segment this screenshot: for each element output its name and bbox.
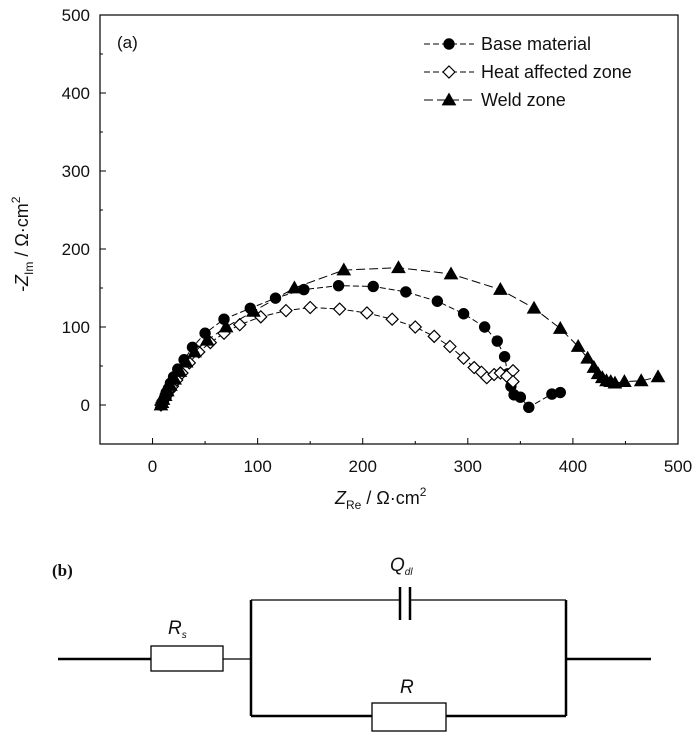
- data-point: [279, 303, 293, 318]
- data-point: [427, 329, 442, 344]
- data-point: [431, 295, 444, 307]
- panel-b-label: (b): [52, 561, 73, 580]
- x-tick-label: 0: [148, 457, 157, 476]
- x-tick-label: 100: [243, 457, 271, 476]
- data-point: [360, 306, 374, 320]
- data-point: [514, 391, 527, 403]
- data-point: [580, 350, 595, 364]
- x-tick-label: 400: [559, 457, 587, 476]
- x-tick-label: 500: [664, 457, 692, 476]
- data-point: [269, 292, 282, 304]
- data-point: [552, 321, 568, 334]
- x-axis-ticks: 0 100 200 300 400 500: [99, 438, 692, 476]
- data-point: [178, 354, 194, 368]
- equivalent-circuit: (b) Rs Qdl R: [52, 555, 651, 732]
- data-point: [172, 363, 188, 377]
- data-point: [491, 335, 503, 347]
- rs-label: Rs: [168, 618, 187, 641]
- rs-label-sub: s: [182, 630, 187, 641]
- legend-marker: [443, 38, 455, 50]
- plot-frame: [99, 14, 679, 445]
- data-point: [199, 332, 215, 346]
- data-point: [232, 317, 247, 332]
- series-line: [160, 285, 561, 408]
- legend-label: Base material: [481, 34, 591, 54]
- x-axis-label: ZRe / Ω·cm2: [334, 485, 427, 512]
- legend-marker: [441, 92, 457, 106]
- data-point: [457, 308, 470, 320]
- data-point: [246, 303, 261, 317]
- data-point: [554, 386, 566, 399]
- data-point: [336, 262, 352, 276]
- data-point: [633, 373, 649, 387]
- data-point: [443, 339, 457, 354]
- data-point: [287, 280, 302, 294]
- resistor-rct: [371, 702, 447, 732]
- y-tick-label: 400: [62, 84, 90, 103]
- rct-label-main: R: [400, 677, 414, 698]
- cpe-label: Qdl: [390, 555, 413, 578]
- data-point: [443, 266, 459, 280]
- y-tick-label: 200: [62, 240, 90, 259]
- data-point: [187, 344, 202, 358]
- legend-label: Weld zone: [481, 90, 566, 110]
- cpe-label-main: Q: [390, 555, 405, 576]
- y-axis-ticks: 0 100 200 300 400 500: [62, 6, 106, 445]
- y-tick-label: 500: [62, 6, 90, 25]
- y-axis-label: -ZIm / Ω·cm2: [9, 196, 36, 292]
- data-point: [367, 280, 379, 293]
- y-axis-label-main: -Z: [12, 274, 32, 292]
- data-point: [523, 401, 535, 414]
- y-tick-label: 300: [62, 162, 90, 181]
- x-axis-label-main: Z: [334, 488, 347, 508]
- data-point: [617, 374, 632, 387]
- data-point: [570, 338, 586, 352]
- impedance-plot: 0 100 200 300 400 500 0 100 200 300 400 500 (a) Ba…: [9, 6, 692, 512]
- resistor-rs: [150, 645, 224, 672]
- series-layer: [153, 260, 666, 414]
- panel-a-label: (a): [117, 33, 138, 52]
- y-tick-label: 100: [62, 318, 90, 337]
- y-axis-label-sub: Im: [22, 262, 36, 275]
- legend-marker: [442, 65, 456, 79]
- data-point: [498, 350, 511, 363]
- data-point: [303, 300, 318, 315]
- data-point: [456, 351, 471, 366]
- data-point: [526, 300, 542, 314]
- data-point: [167, 371, 182, 385]
- data-point: [218, 319, 234, 333]
- data-point: [493, 282, 508, 295]
- x-axis-label-sub: Re: [346, 498, 362, 512]
- x-axis-label-unit: / Ω·cm: [361, 488, 419, 508]
- rs-label-main: R: [168, 618, 182, 639]
- rct-label: R: [400, 677, 414, 698]
- legend-label: Heat affected zone: [481, 62, 632, 82]
- y-axis-label-unit: / Ω·cm: [12, 203, 32, 261]
- series-triangle-filled: [153, 260, 666, 411]
- x-tick-label: 300: [454, 457, 482, 476]
- data-point: [332, 302, 347, 316]
- legend: Base material Heat affected zone Weld zone: [424, 34, 632, 110]
- data-point: [163, 377, 178, 391]
- data-point: [332, 279, 345, 292]
- y-tick-label: 0: [81, 396, 90, 415]
- y-axis-label-sup: 2: [9, 196, 23, 203]
- x-axis-label-sup: 2: [420, 485, 427, 499]
- data-point: [650, 369, 666, 383]
- data-point: [478, 321, 491, 333]
- data-point: [408, 320, 423, 334]
- data-point: [391, 260, 406, 274]
- x-tick-label: 200: [349, 457, 377, 476]
- data-point: [385, 312, 400, 327]
- cpe-label-sub: dl: [405, 567, 414, 578]
- series-circle-filled: [155, 279, 566, 414]
- data-point: [506, 374, 520, 389]
- data-point: [400, 286, 412, 298]
